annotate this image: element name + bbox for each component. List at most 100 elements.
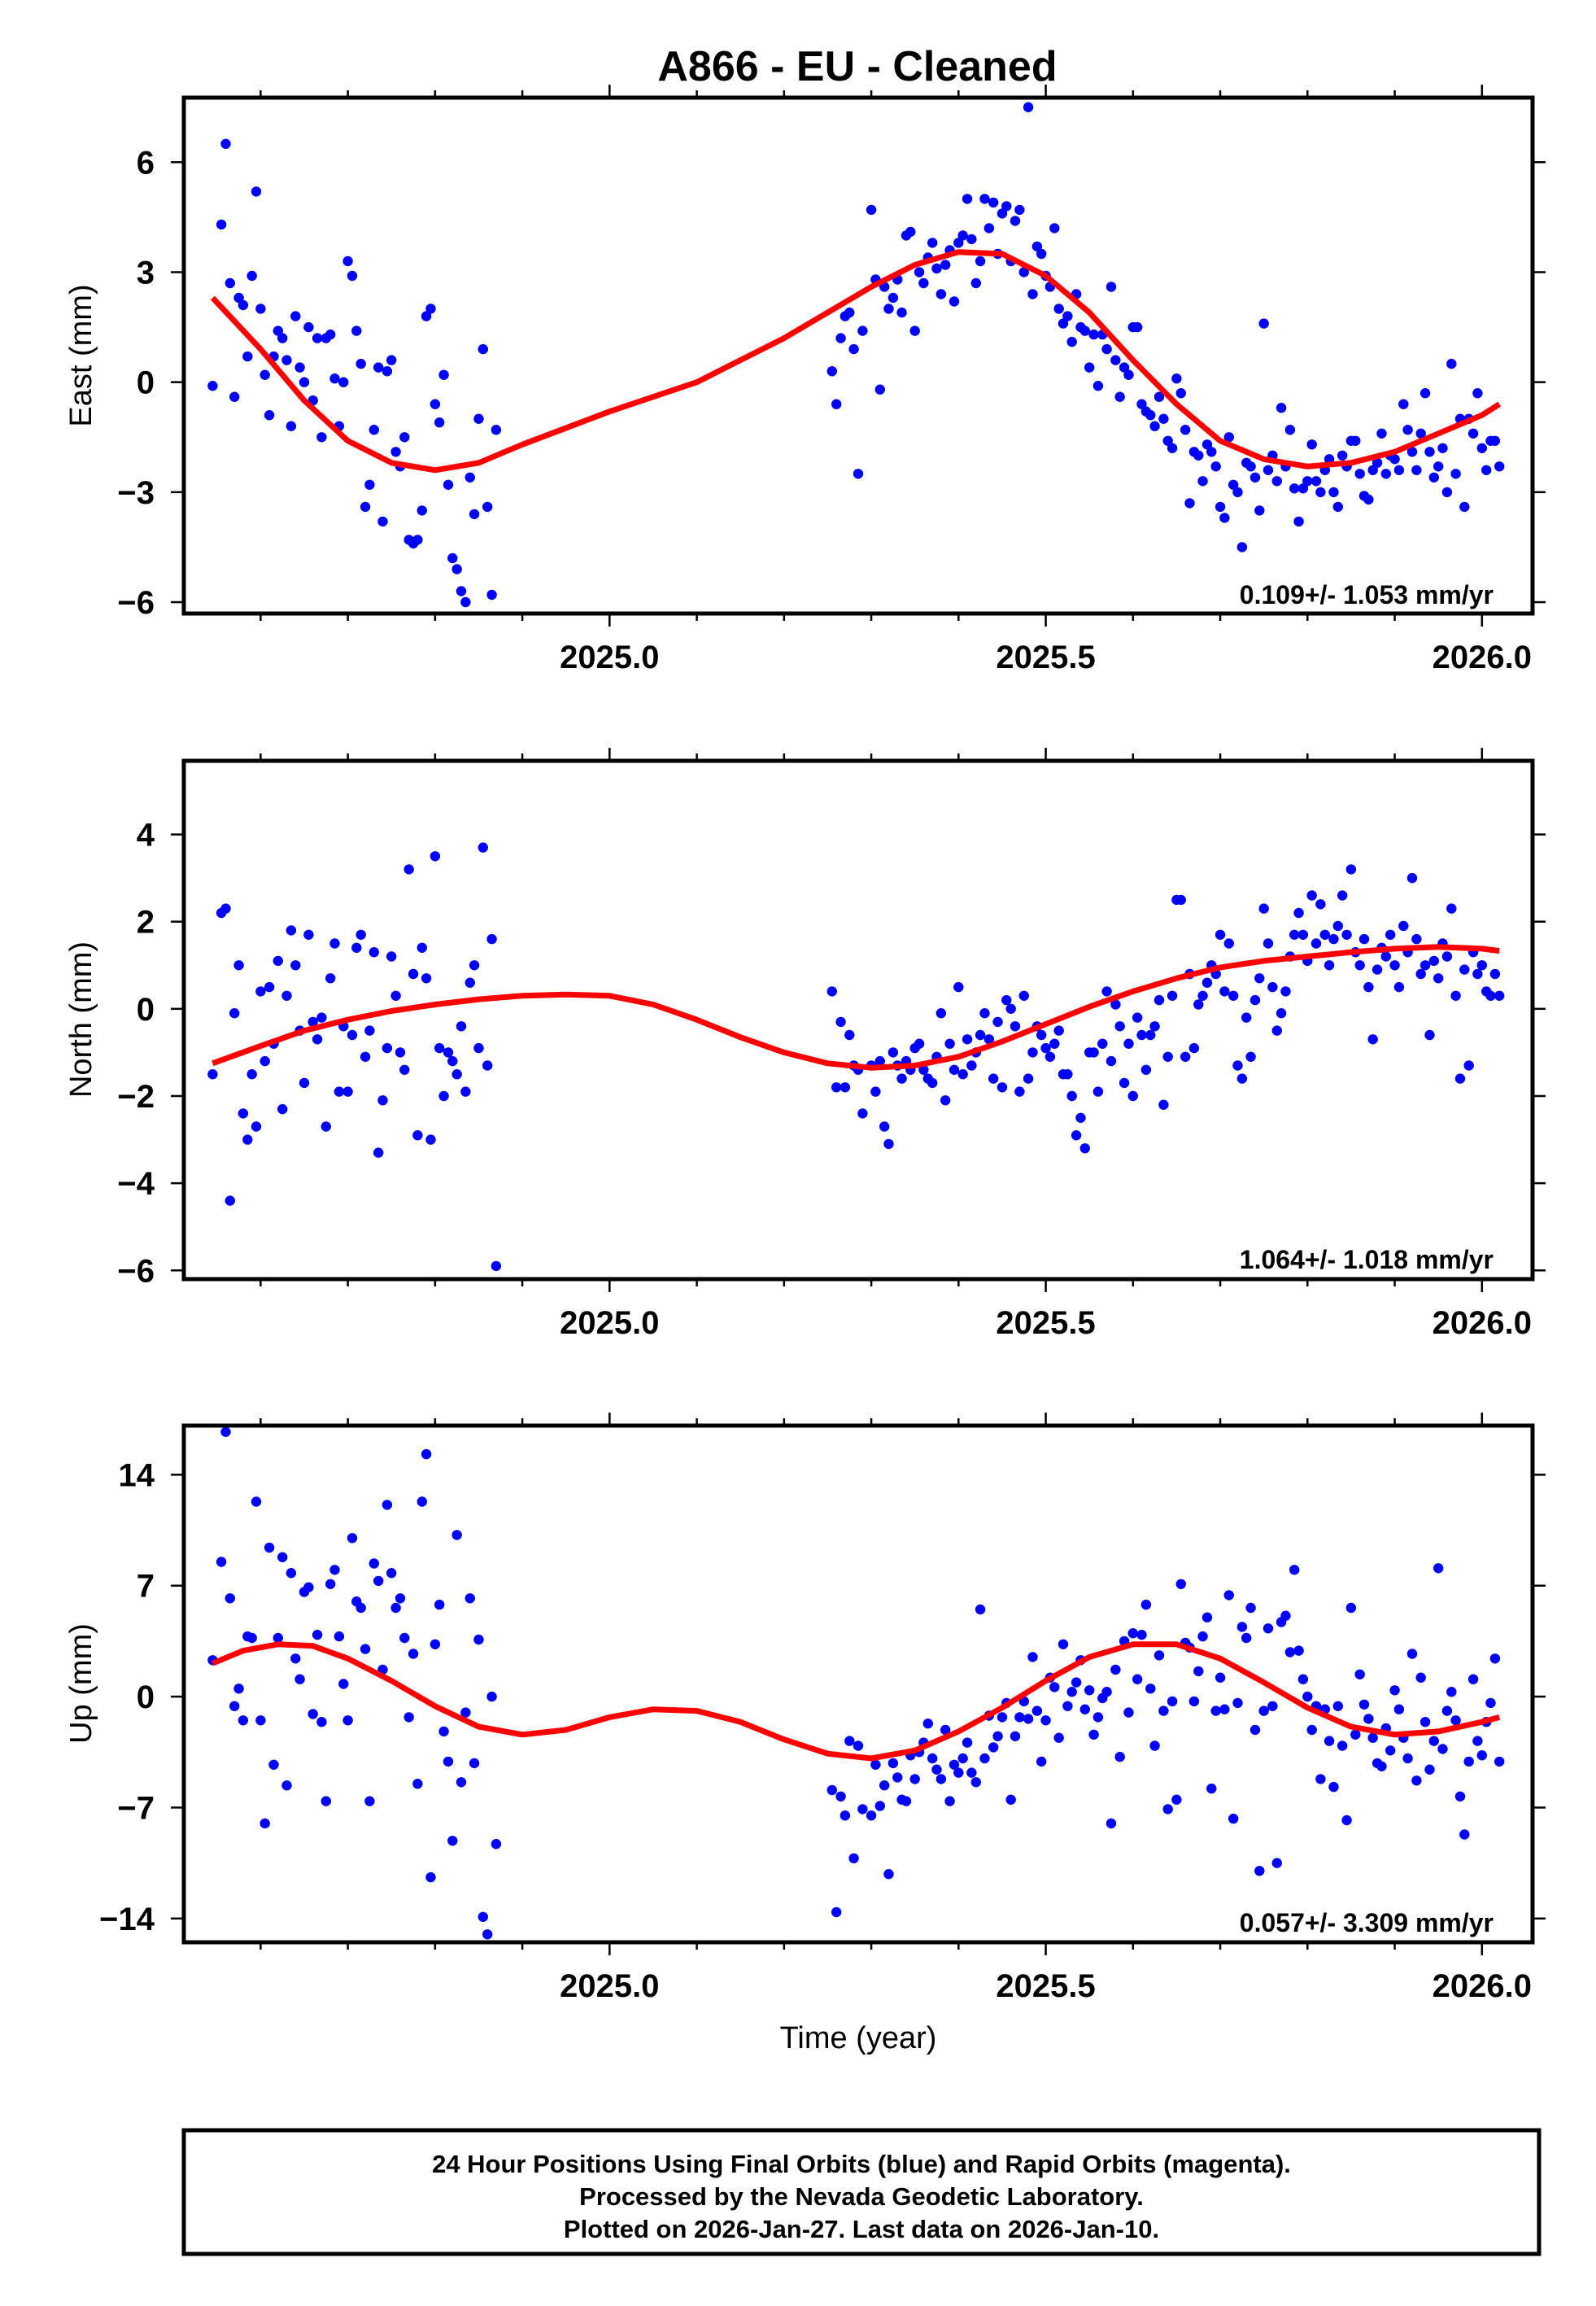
north-data-point	[477, 842, 488, 853]
east-data-point	[953, 238, 964, 248]
east-data-point	[1180, 425, 1191, 435]
east-data-point	[338, 377, 349, 387]
north-data-point	[1088, 1047, 1099, 1058]
east-data-point	[1411, 465, 1422, 475]
north-data-point	[1380, 951, 1392, 962]
north-data-point	[1354, 960, 1365, 971]
up-data-point	[1262, 1623, 1274, 1634]
north-data-point	[473, 1042, 484, 1054]
east-data-point	[1289, 483, 1300, 494]
east-data-point	[1302, 476, 1313, 487]
up-data-point	[1114, 1751, 1125, 1762]
up-data-point	[1446, 1687, 1457, 1697]
north-data-point	[491, 1260, 502, 1272]
north-data-point	[1027, 1047, 1038, 1058]
east-data-point	[416, 505, 427, 516]
north-data-point	[1119, 1077, 1130, 1089]
east-data-point	[1088, 329, 1099, 340]
north-data-point	[259, 1055, 270, 1067]
up-data-point	[1193, 1666, 1204, 1677]
north-data-point	[1053, 1025, 1064, 1036]
up-data-point	[1376, 1761, 1387, 1771]
up-data-point	[874, 1801, 886, 1811]
north-data-point	[1319, 929, 1331, 941]
up-data-point	[307, 1709, 318, 1719]
east-data-point	[1275, 403, 1287, 413]
up-data-point	[416, 1496, 427, 1507]
north-data-point	[1280, 986, 1291, 997]
east-data-point	[1023, 102, 1034, 112]
up-data-point	[1476, 1750, 1488, 1761]
north-data-point	[238, 1108, 249, 1119]
up-data-point	[883, 1869, 894, 1880]
east-data-point	[1184, 498, 1195, 509]
east-data-point	[1162, 435, 1173, 446]
east-data-point	[1145, 410, 1156, 421]
east-data-point	[355, 358, 366, 369]
north-data-point	[1398, 920, 1409, 932]
east-data-point	[931, 263, 942, 274]
north-data-point	[1044, 1051, 1056, 1063]
up-data-point	[1489, 1653, 1501, 1664]
up-data-point	[1140, 1599, 1152, 1610]
north-data-point	[953, 981, 964, 993]
east-data-point	[1476, 443, 1488, 453]
up-data-point	[1066, 1687, 1077, 1697]
east-data-point	[425, 304, 436, 314]
east-data-point	[460, 596, 471, 608]
north-data-point	[347, 1029, 358, 1041]
north-data-point	[1411, 933, 1422, 945]
north-data-point	[443, 1047, 454, 1058]
north-data-point	[233, 960, 244, 971]
up-data-point	[848, 1853, 859, 1863]
up-data-point	[879, 1780, 890, 1791]
up-y-tick-label: 14	[119, 1457, 155, 1493]
up-data-point	[382, 1500, 393, 1510]
up-y-tick-label: 0	[137, 1679, 155, 1715]
east-data-point	[1315, 487, 1326, 498]
north-data-point	[944, 1038, 955, 1049]
north-velocity-label: 1.064+/- 1.018 mm/yr	[1240, 1245, 1494, 1274]
up-data-point	[364, 1796, 375, 1806]
up-data-point	[1323, 1736, 1335, 1746]
north-data-point	[1258, 903, 1269, 914]
north-data-point	[887, 1047, 899, 1058]
up-data-point	[922, 1719, 934, 1729]
east-data-point	[1406, 447, 1418, 457]
north-data-point	[1450, 990, 1461, 1002]
up-data-point	[264, 1542, 275, 1553]
east-data-point	[1053, 304, 1064, 314]
north-data-point	[434, 1042, 445, 1054]
up-data-point	[329, 1565, 340, 1575]
north-data-point	[1275, 1008, 1287, 1019]
north-data-point	[1323, 960, 1335, 971]
east-data-point	[1424, 447, 1435, 457]
east-panel: East (mm) 0.109+/- 1.053 mm/yr 6 3 0 −3 −6 20…	[64, 85, 1546, 675]
north-data-point	[1049, 1038, 1060, 1049]
north-data-point	[334, 1086, 345, 1097]
east-data-point	[831, 399, 842, 409]
up-data-point	[399, 1632, 410, 1644]
up-data-point	[438, 1726, 449, 1737]
east-data-point	[486, 589, 497, 601]
north-data-point	[290, 960, 301, 971]
up-data-point	[839, 1810, 851, 1821]
east-data-point	[1166, 443, 1178, 453]
north-data-point	[447, 1055, 458, 1067]
up-data-point	[1145, 1684, 1156, 1694]
east-data-point	[443, 479, 454, 490]
north-data-point	[927, 1077, 938, 1089]
up-data-point	[1271, 1858, 1283, 1868]
north-data-point	[1476, 960, 1488, 971]
up-data-point	[421, 1448, 432, 1460]
north-x-tick-label: 2025.5	[996, 1305, 1095, 1341]
north-data-point	[321, 1121, 331, 1132]
north-data-point	[1419, 960, 1431, 971]
east-data-point	[1193, 450, 1204, 461]
north-data-point	[1489, 968, 1501, 980]
east-data-point	[1009, 216, 1021, 226]
east-data-point	[351, 325, 362, 336]
up-data-point	[1415, 1672, 1426, 1683]
up-data-point	[1467, 1674, 1479, 1684]
north-data-point	[1297, 929, 1309, 941]
